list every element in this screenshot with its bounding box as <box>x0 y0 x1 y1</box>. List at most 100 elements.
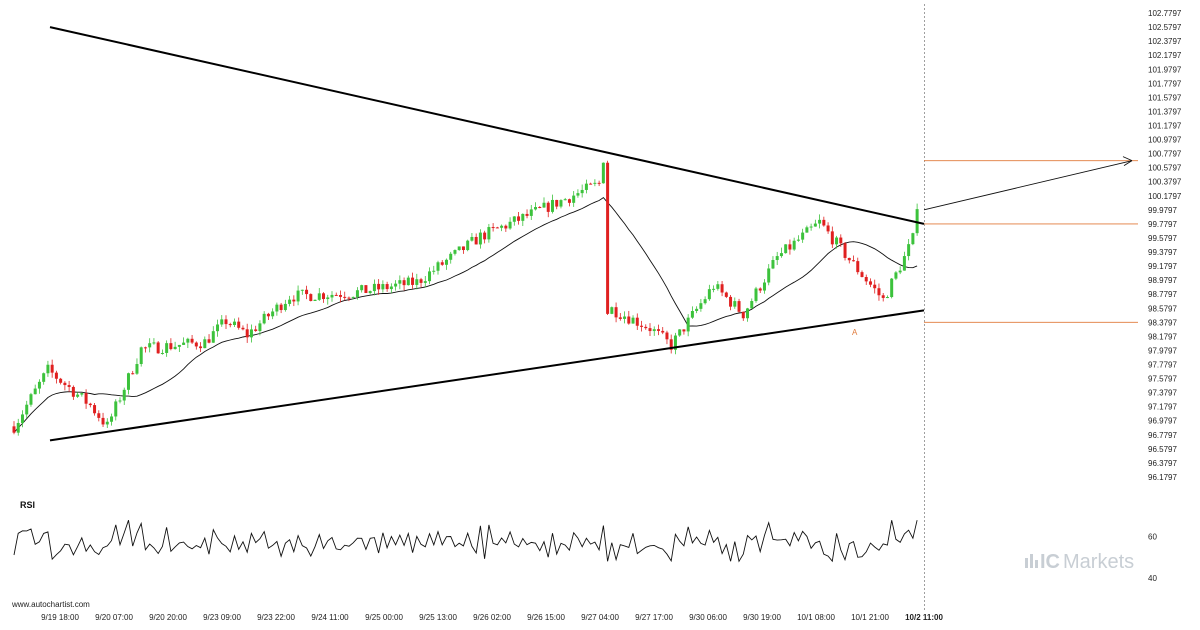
candle-body <box>351 296 355 298</box>
candle-body <box>25 404 29 415</box>
candle <box>707 284 711 301</box>
candle-body <box>37 381 41 389</box>
candle-body <box>16 422 20 433</box>
candle-body <box>521 213 525 221</box>
candle-body <box>885 297 889 299</box>
price-tick-label: 102.3797 <box>1148 37 1182 46</box>
candle-body <box>29 394 33 405</box>
price-tick-label: 100.5797 <box>1148 164 1182 173</box>
candle <box>211 326 215 343</box>
triangle-lower-line <box>49 309 925 442</box>
candle <box>843 241 847 261</box>
candle-body <box>712 288 716 290</box>
candle-body <box>118 400 122 402</box>
candle-body <box>216 324 220 332</box>
candle-body <box>84 393 88 404</box>
candle-body <box>758 288 762 291</box>
candle <box>135 358 139 375</box>
candle-body <box>661 330 665 333</box>
time-tick-label: 10/1 08:00 <box>797 613 835 622</box>
candle-body <box>241 327 245 330</box>
triangle-upper-line <box>49 26 925 225</box>
price-tick-label: 97.7797 <box>1148 361 1177 370</box>
price-plot: A <box>12 4 1138 612</box>
candle <box>207 334 211 344</box>
candle <box>517 211 521 225</box>
forecast-arrowhead <box>1122 156 1133 167</box>
candle <box>343 291 347 301</box>
candle-body <box>20 414 24 423</box>
candle-body <box>907 244 911 257</box>
candle-body <box>873 284 877 289</box>
candle <box>890 277 894 299</box>
candle <box>500 224 504 232</box>
price-axis: 102.7797 102.5797 102.3797 102.1797 101.9797… <box>1148 9 1182 482</box>
candle-body <box>398 280 402 284</box>
rsi-tick-label: 60 <box>1148 533 1157 542</box>
candle-body <box>12 426 16 433</box>
candle <box>254 325 258 332</box>
time-tick-label: 9/26 15:00 <box>527 613 565 622</box>
candle <box>881 292 885 302</box>
candle-body <box>415 279 419 285</box>
price-tick-label: 97.5797 <box>1148 375 1177 384</box>
candle-body <box>796 239 800 241</box>
candle-body <box>610 307 614 314</box>
candle <box>762 279 766 294</box>
candle <box>631 315 635 324</box>
candle <box>266 312 270 321</box>
candle-body <box>249 329 253 338</box>
candle-body <box>678 329 682 336</box>
candle-body <box>703 299 707 304</box>
candle-body <box>546 202 550 212</box>
candle <box>542 197 546 208</box>
candle-body <box>309 294 313 301</box>
candle-body <box>508 221 512 229</box>
candle-body <box>839 237 843 244</box>
candle <box>199 342 203 353</box>
candle <box>576 189 580 198</box>
candle <box>478 229 482 249</box>
candle-body <box>228 324 232 326</box>
candle <box>63 381 67 391</box>
candle <box>419 277 423 288</box>
candle <box>826 222 830 234</box>
candle <box>101 412 105 428</box>
rsi-line <box>13 520 918 563</box>
candle <box>394 280 398 291</box>
candle <box>42 372 46 385</box>
candle <box>288 295 292 307</box>
candle-body <box>105 421 109 425</box>
candle-body <box>190 338 194 343</box>
candle <box>296 285 300 306</box>
candle-body <box>822 219 826 226</box>
price-tick-label: 98.1797 <box>1148 332 1177 341</box>
candle <box>50 359 54 378</box>
candle-body <box>567 199 571 203</box>
price-tick-label: 99.3797 <box>1148 248 1177 257</box>
candle-body <box>101 417 105 425</box>
candle <box>194 341 198 350</box>
candle <box>902 251 906 271</box>
candle-body <box>470 236 474 241</box>
candle <box>182 337 186 346</box>
candle <box>818 214 822 229</box>
candle-body <box>372 283 376 292</box>
candle <box>767 264 771 286</box>
candle-body <box>296 290 300 302</box>
candle-body <box>754 288 758 302</box>
candle-body <box>699 303 703 309</box>
candle <box>71 385 75 400</box>
candle-body <box>593 182 597 184</box>
candle <box>372 279 376 296</box>
candle-body <box>517 216 521 221</box>
candle-body <box>317 293 321 300</box>
candle <box>712 285 716 293</box>
candle <box>470 233 474 242</box>
candle <box>368 290 372 295</box>
candle-body <box>601 162 605 184</box>
candle-body <box>364 285 368 294</box>
candle-body <box>131 373 135 375</box>
candle-body <box>627 316 631 324</box>
candle <box>283 299 287 312</box>
